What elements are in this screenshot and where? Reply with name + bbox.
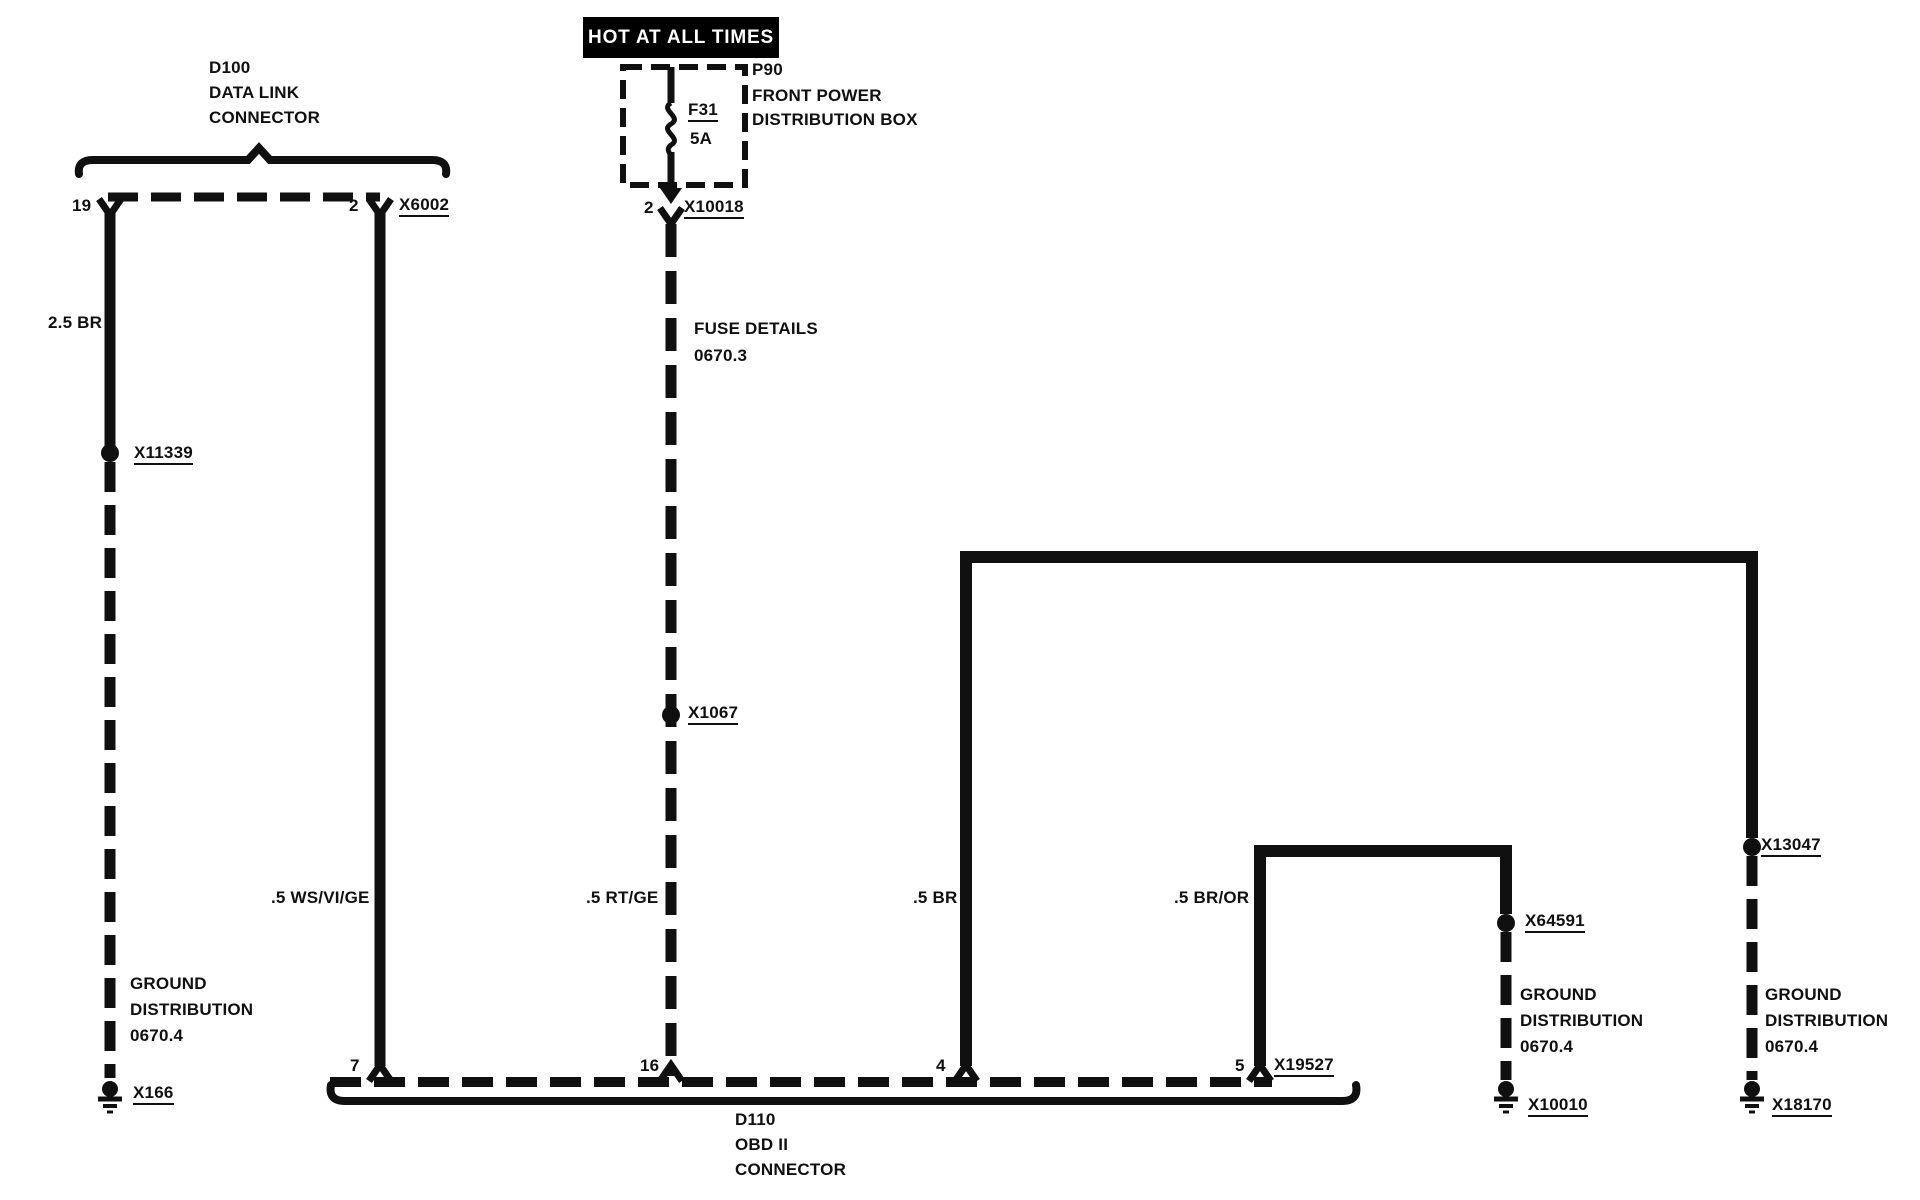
power-feed-arrow-icon bbox=[660, 188, 682, 204]
d110-name-line2: CONNECTOR bbox=[735, 1160, 847, 1179]
splice-label-x1067: X1067 bbox=[688, 704, 739, 725]
d100-connector-bracket bbox=[74, 142, 451, 178]
pin-number-5: 5 bbox=[1235, 1056, 1245, 1075]
d110-id-label: D110 bbox=[735, 1110, 776, 1129]
d110-name-line1: OBD II bbox=[735, 1135, 789, 1154]
ground-right-line2: DISTRIBUTION bbox=[1765, 1011, 1889, 1030]
d100-name-line1: DATA LINK bbox=[209, 83, 300, 102]
d100-id-label: D100 bbox=[209, 58, 251, 77]
ground-connector-x10010: X10010 bbox=[1528, 1096, 1588, 1117]
d110-connector-bracket bbox=[326, 1081, 1361, 1105]
connector-fork-x10018 bbox=[657, 206, 685, 231]
ground-right-line3: 0670.4 bbox=[1765, 1037, 1819, 1056]
p90-fuse-box-outline bbox=[620, 64, 748, 188]
wire-label-ws-vi-ge: .5 WS/VI/GE bbox=[271, 888, 370, 907]
splice-label-x64591: X64591 bbox=[1525, 912, 1585, 933]
p90-id-label: P90 bbox=[752, 60, 783, 79]
wire-br-or-run bbox=[1254, 845, 1512, 1066]
fuse-rating-label: 5A bbox=[690, 129, 713, 148]
wire-label-br: .5 BR bbox=[913, 888, 958, 907]
connector-label-x19527: X19527 bbox=[1274, 1056, 1334, 1077]
connector-fork-pin4 bbox=[952, 1058, 980, 1083]
ground-right-line1: GROUND bbox=[1765, 985, 1842, 1004]
splice-dot-x11339 bbox=[101, 444, 119, 462]
wire-label-2-5-br: 2.5 BR bbox=[48, 313, 103, 332]
pin-number-16: 16 bbox=[640, 1056, 660, 1075]
fuse-details-line2: 0670.3 bbox=[694, 346, 748, 365]
wire-br-run bbox=[960, 551, 1758, 1066]
splice-dot-x1067 bbox=[662, 706, 680, 724]
ground-left-line1: GROUND bbox=[130, 974, 207, 993]
p90-name-line1: FRONT POWER bbox=[752, 86, 882, 105]
splice-label-x11339: X11339 bbox=[134, 444, 193, 465]
ground-mid-line3: 0670.4 bbox=[1520, 1037, 1574, 1056]
hot-at-all-times-banner: HOT AT ALL TIMES bbox=[583, 17, 779, 58]
d100-name-line2: CONNECTOR bbox=[209, 108, 321, 127]
splice-dot-x13047 bbox=[1743, 838, 1761, 856]
connector-label-x10018: X10018 bbox=[684, 198, 744, 219]
fuse-id-label: F31 bbox=[688, 101, 718, 122]
pin-number-x10018: 2 bbox=[644, 198, 654, 217]
connector-fork-pin5 bbox=[1246, 1058, 1274, 1083]
connector-label-x6002: X6002 bbox=[399, 196, 450, 217]
p90-name-line2: DISTRIBUTION BOX bbox=[752, 110, 918, 129]
ground-mid-line2: DISTRIBUTION bbox=[1520, 1011, 1644, 1030]
pin-number-4: 4 bbox=[936, 1056, 946, 1075]
ground-connector-x166: X166 bbox=[133, 1084, 174, 1105]
connector-fork-pin16 bbox=[657, 1058, 685, 1083]
ground-mid-line1: GROUND bbox=[1520, 985, 1597, 1004]
ground-symbol-x18170 bbox=[1740, 1081, 1764, 1114]
splice-label-x13047: X13047 bbox=[1761, 836, 1821, 857]
wire-label-rt-ge: .5 RT/GE bbox=[586, 888, 659, 907]
ground-connector-x18170: X18170 bbox=[1772, 1096, 1832, 1117]
pin-number-2: 2 bbox=[349, 196, 359, 215]
ground-symbol-x10010 bbox=[1494, 1081, 1518, 1114]
wire-label-br-or: .5 BR/OR bbox=[1174, 888, 1250, 907]
connector-fork-pin7 bbox=[366, 1058, 394, 1083]
pin-number-19: 19 bbox=[72, 196, 92, 215]
ground-symbol-x166 bbox=[98, 1081, 122, 1114]
fuse-details-line1: FUSE DETAILS bbox=[694, 319, 818, 338]
splice-dot-x64591 bbox=[1497, 914, 1515, 932]
pin-number-7: 7 bbox=[350, 1056, 360, 1075]
ground-left-line2: DISTRIBUTION bbox=[130, 1000, 254, 1019]
ground-left-line3: 0670.4 bbox=[130, 1026, 184, 1045]
fuse-element-symbol bbox=[665, 100, 677, 158]
